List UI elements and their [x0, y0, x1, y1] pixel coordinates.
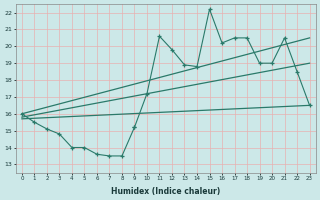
X-axis label: Humidex (Indice chaleur): Humidex (Indice chaleur): [111, 187, 220, 196]
